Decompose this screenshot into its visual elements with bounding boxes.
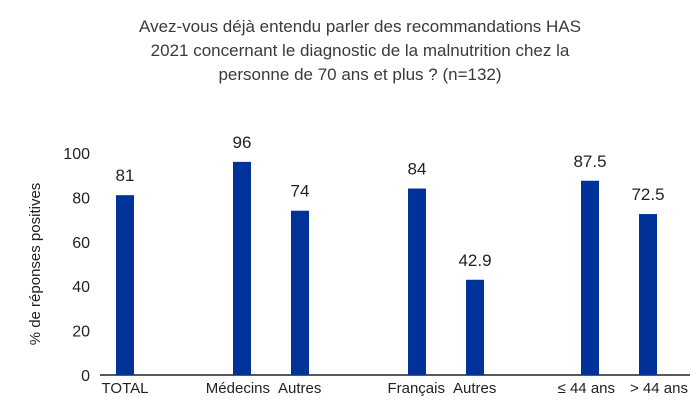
value-label-2: 74 [291, 182, 310, 201]
value-label-6: 72.5 [631, 185, 664, 204]
category-label-0: TOTAL [102, 380, 149, 397]
y-axis-label: % de réponses positives [27, 183, 44, 346]
y-tick-label-4: 80 [72, 190, 90, 207]
category-label-1: Médecins [206, 380, 270, 397]
value-label-1: 96 [233, 133, 252, 152]
bars [116, 161, 657, 375]
bar-0 [116, 195, 134, 375]
value-label-3: 84 [408, 160, 427, 179]
category-labels: TOTAL Médecins Autres Français Autres ≤ 44 an… [102, 380, 688, 397]
chart-title-line-2: 2021 concernant le diagnostic de la maln… [151, 41, 570, 60]
y-tick-label-1: 20 [72, 324, 90, 341]
y-tick-label-3: 60 [72, 235, 90, 252]
chart-title-line-1: Avez-vous déjà entendu parler des recomm… [139, 17, 581, 36]
category-label-6: > 44 ans [630, 380, 688, 397]
value-label-4: 42.9 [458, 251, 491, 270]
bar-4 [466, 279, 484, 375]
y-tick-label-2: 40 [72, 279, 90, 296]
y-axis-ticks: 0 20 40 60 80 100 [63, 146, 90, 385]
chart-title-line-3: personne de 70 ans et plus ? (n=132) [218, 65, 501, 84]
value-label-0: 81 [116, 166, 135, 185]
bar-6 [639, 214, 657, 375]
bar-1 [233, 161, 251, 375]
category-label-4: Autres [453, 380, 496, 397]
category-label-2: Autres [278, 380, 321, 397]
category-label-3: Français [387, 380, 445, 397]
bar-2 [291, 210, 309, 375]
value-label-5: 87.5 [573, 152, 606, 171]
value-labels: 81 96 74 84 42.9 87.5 72.5 [116, 133, 665, 270]
category-label-5: ≤ 44 ans [558, 380, 615, 397]
bar-5 [581, 180, 599, 375]
y-tick-label-5: 100 [63, 146, 90, 163]
bar-3 [408, 188, 426, 375]
chart-title: Avez-vous déjà entendu parler des recomm… [139, 17, 581, 84]
y-tick-label-0: 0 [81, 368, 90, 385]
